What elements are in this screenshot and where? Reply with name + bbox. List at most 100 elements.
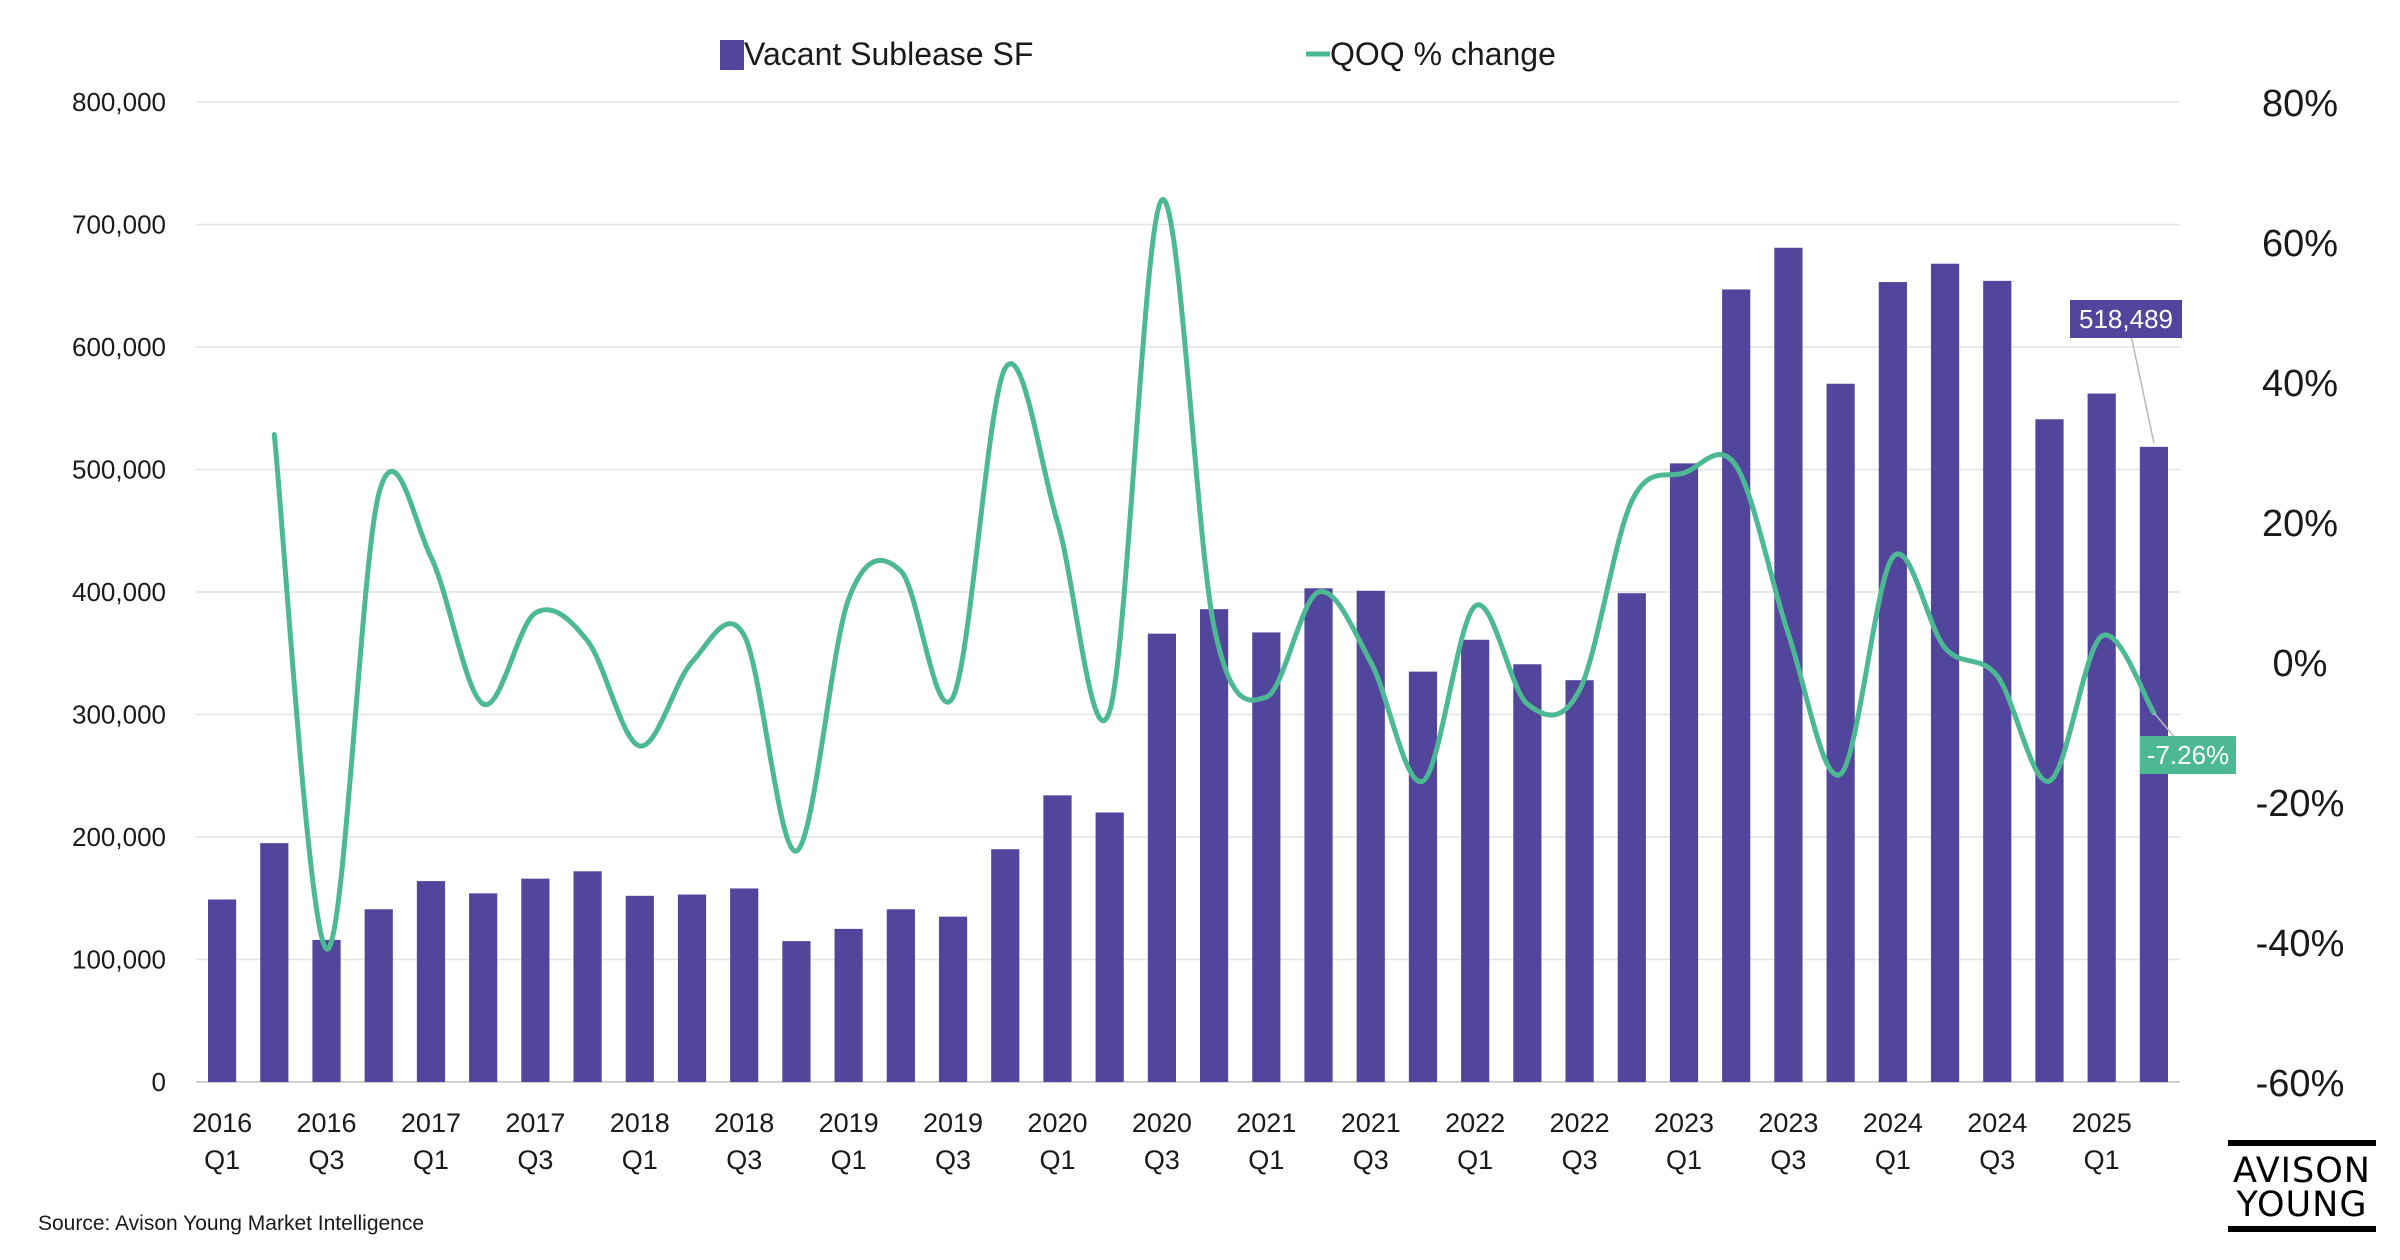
- right-axis-tick-label: -60%: [2256, 1063, 2345, 1105]
- bar: [1826, 383, 1855, 1082]
- avison-young-logo: AVISON YOUNG: [2228, 1140, 2376, 1232]
- bar: [1617, 593, 1646, 1082]
- x-tick-year: 2023: [1758, 1108, 1818, 1138]
- bar: [312, 939, 341, 1082]
- x-tick-quarter: Q3: [1770, 1145, 1806, 1175]
- bar-series-vacant-sublease: [208, 247, 2168, 1083]
- bar: [2087, 393, 2116, 1082]
- left-axis-tick-label: 200,000: [72, 822, 166, 852]
- x-tick-quarter: Q1: [622, 1145, 658, 1175]
- left-axis-tick-label: 300,000: [72, 700, 166, 730]
- bar: [1669, 463, 1699, 1082]
- bar: [1722, 289, 1751, 1082]
- legend: Vacant Sublease SF QOQ % change: [720, 36, 1556, 72]
- x-tick-quarter: Q3: [1979, 1145, 2015, 1175]
- left-axis-tick-label: 500,000: [72, 455, 166, 485]
- legend-label-bar: Vacant Sublease SF: [744, 36, 1033, 72]
- x-tick-year: 2019: [923, 1108, 983, 1138]
- x-tick-year: 2017: [505, 1108, 565, 1138]
- bar: [2035, 419, 2064, 1082]
- x-tick-quarter: Q3: [935, 1145, 971, 1175]
- x-tick-year: 2021: [1341, 1108, 1401, 1138]
- x-tick-year: 2020: [1132, 1108, 1192, 1138]
- bar: [1878, 282, 1907, 1082]
- line-series-qoq-change: [271, 197, 2157, 952]
- x-tick-year: 2016: [296, 1108, 356, 1138]
- x-tick-quarter: Q3: [517, 1145, 553, 1175]
- left-axis-tick-label: 400,000: [72, 577, 166, 607]
- bar: [938, 916, 968, 1082]
- bar: [573, 871, 602, 1082]
- bar: [991, 849, 1020, 1082]
- bar: [1461, 639, 1490, 1082]
- bar: [730, 888, 759, 1082]
- x-tick-year: 2021: [1236, 1108, 1296, 1138]
- right-axis-tick-label: 60%: [2262, 223, 2338, 265]
- line-label-leader: [2153, 712, 2175, 737]
- x-tick-quarter: Q1: [1039, 1145, 1075, 1175]
- right-axis-tick-label: -20%: [2256, 783, 2345, 825]
- bar: [677, 894, 707, 1082]
- left-axis-tick-label: 800,000: [72, 87, 166, 117]
- legend-label-line: QOQ % change: [1330, 36, 1556, 72]
- bar: [208, 899, 237, 1082]
- left-axis-ticks: 0 100,000 200,000 300,000 400,000 500,000 600,…: [72, 87, 166, 1097]
- x-tick-quarter: Q1: [1248, 1145, 1284, 1175]
- bar: [886, 909, 915, 1082]
- bar-value-label: 518,489: [2079, 304, 2173, 334]
- left-axis-tick-label: 600,000: [72, 332, 166, 362]
- x-tick-quarter: Q1: [204, 1145, 240, 1175]
- x-tick-quarter: Q3: [726, 1145, 762, 1175]
- x-tick-year: 2016: [192, 1108, 252, 1138]
- x-tick-quarter: Q3: [1353, 1145, 1389, 1175]
- bar: [1565, 680, 1594, 1082]
- x-tick-quarter: Q1: [2084, 1145, 2120, 1175]
- x-tick-quarter: Q1: [831, 1145, 867, 1175]
- bar: [1930, 263, 1960, 1082]
- bar: [1147, 633, 1176, 1082]
- right-axis-tick-label: 80%: [2262, 83, 2338, 125]
- x-tick-quarter: Q1: [413, 1145, 449, 1175]
- x-tick-year: 2020: [1027, 1108, 1087, 1138]
- x-tick-year: 2018: [714, 1108, 774, 1138]
- bar: [1095, 812, 1124, 1082]
- line-value-label: -7.26%: [2147, 740, 2229, 770]
- x-tick-quarter: Q3: [1144, 1145, 1180, 1175]
- left-axis-tick-label: 700,000: [72, 210, 166, 240]
- line-label-box: [2140, 736, 2236, 774]
- bar: [1200, 609, 1229, 1082]
- x-tick-quarter: Q1: [1457, 1145, 1493, 1175]
- right-axis-tick-label: -40%: [2256, 923, 2345, 965]
- left-axis-tick-label: 100,000: [72, 945, 166, 975]
- x-tick-year: 2024: [1863, 1108, 1923, 1138]
- bar: [782, 941, 811, 1082]
- bar: [1408, 671, 1438, 1082]
- x-tick-year: 2022: [1445, 1108, 1505, 1138]
- x-tick-year: 2017: [401, 1108, 461, 1138]
- bar-label-box: [2070, 300, 2182, 338]
- x-tick-quarter: Q3: [309, 1145, 345, 1175]
- qoq-line-path: [271, 197, 2157, 952]
- bar: [1513, 664, 1542, 1082]
- x-tick-year: 2023: [1654, 1108, 1714, 1138]
- right-axis-ticks: -60% -40% -20% 0% 20% 40% 60% 80%: [2256, 83, 2345, 1105]
- bar: [1252, 632, 1281, 1082]
- bar-label-leader: [2130, 337, 2155, 444]
- bar: [521, 878, 550, 1082]
- x-tick-year: 2019: [819, 1108, 879, 1138]
- source-note: Source: Avison Young Market Intelligence: [38, 1212, 425, 1235]
- bar: [364, 909, 393, 1082]
- bar: [625, 895, 654, 1082]
- bar: [1983, 280, 2012, 1083]
- x-axis-ticks: 2016 Q1 2016 Q3 2017 Q1 2017 Q3 2018 Q1 2018 Q3 2019…: [192, 1108, 2132, 1175]
- x-tick-year: 2018: [610, 1108, 670, 1138]
- x-tick-quarter: Q1: [1666, 1145, 1702, 1175]
- legend-swatch-bar: [720, 40, 744, 70]
- x-tick-quarter: Q3: [1562, 1145, 1598, 1175]
- bar: [469, 893, 498, 1082]
- x-tick-year: 2024: [1967, 1108, 2027, 1138]
- x-tick-quarter: Q1: [1875, 1145, 1911, 1175]
- bar: [416, 881, 446, 1082]
- right-axis-tick-label: 0%: [2273, 643, 2328, 685]
